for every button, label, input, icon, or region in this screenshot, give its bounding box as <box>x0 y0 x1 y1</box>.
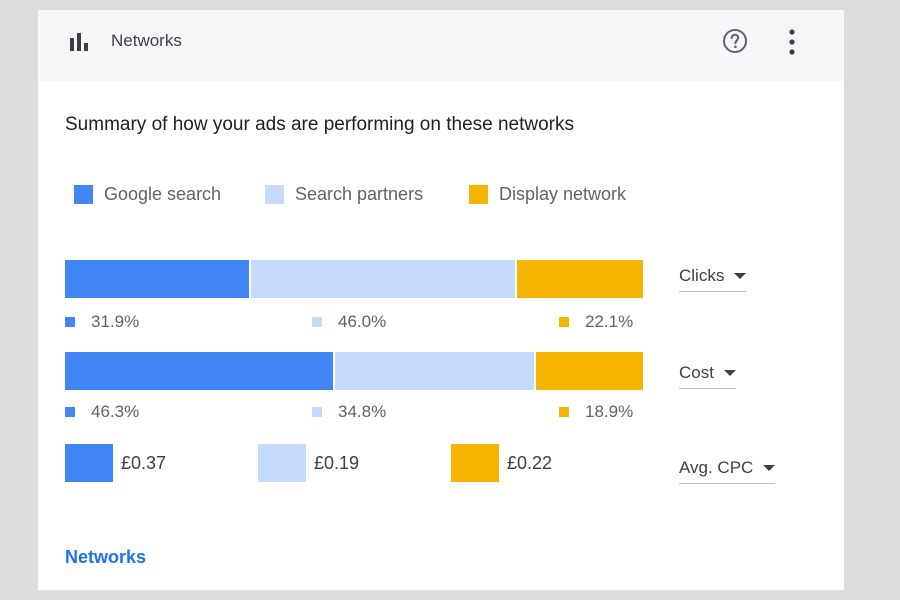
avg-cpc-search-partners: £0.19 <box>258 444 359 482</box>
clicks-metric-dropdown[interactable]: Clicks <box>679 261 747 292</box>
avg-cpc-metric-dropdown[interactable]: Avg. CPC <box>679 453 776 484</box>
legend-label: Display network <box>499 184 627 204</box>
card-title: Networks <box>111 31 182 50</box>
legend-display-network: Display network <box>469 184 626 205</box>
caret-down-icon <box>723 370 736 376</box>
clicks-display-network-percent: 22.1% <box>559 312 633 332</box>
summary-text: Summary of how your ads are performing o… <box>65 114 575 135</box>
cpc-value: £0.22 <box>507 452 553 473</box>
cpc-value: £0.19 <box>314 452 360 473</box>
bar-segment-search-partners <box>332 352 534 390</box>
clicks-google-search-percent: 31.9% <box>65 312 139 332</box>
caret-down-icon <box>763 465 776 471</box>
cost-stacked-bar <box>65 352 643 390</box>
caret-down-icon <box>734 273 747 279</box>
cost-search-partners-percent: 34.8% <box>312 402 386 422</box>
networks-card: Networks Summary of how your ads are per… <box>38 10 844 590</box>
cpc-swatch <box>451 444 499 482</box>
legend-swatch <box>469 185 488 204</box>
bar-segment-display-network <box>533 352 643 390</box>
legend-swatch <box>265 185 284 204</box>
cpc-value: £0.37 <box>121 452 167 473</box>
clicks-search-partners-percent: 46.0% <box>312 312 386 332</box>
bar-chart-icon <box>70 33 88 51</box>
cpc-swatch <box>65 444 113 482</box>
card-header: Networks <box>38 10 844 81</box>
legend-swatch <box>74 185 93 204</box>
help-icon[interactable] <box>722 28 748 54</box>
bar-segment-google-search <box>65 352 333 390</box>
clicks-stacked-bar <box>65 260 643 298</box>
cost-metric-dropdown[interactable]: Cost <box>679 358 736 389</box>
cost-google-search-percent: 46.3% <box>65 402 139 422</box>
avg-cpc-google-search: £0.37 <box>65 444 166 482</box>
cost-display-network-percent: 18.9% <box>559 402 633 422</box>
bar-segment-google-search <box>65 260 250 298</box>
networks-link[interactable]: Networks <box>65 547 147 567</box>
legend-label: Google search <box>104 184 222 204</box>
metric-dropdown-label: Cost <box>679 363 714 382</box>
more-vert-icon[interactable] <box>779 28 805 56</box>
metric-dropdown-label: Clicks <box>679 266 725 285</box>
metric-dropdown-label: Avg. CPC <box>679 458 754 477</box>
bar-segment-search-partners <box>249 260 516 298</box>
bar-segment-display-network <box>515 260 643 298</box>
legend-search-partners: Search partners <box>265 184 423 205</box>
legend-label: Search partners <box>295 184 424 204</box>
avg-cpc-display-network: £0.22 <box>451 444 552 482</box>
legend-google-search: Google search <box>74 184 221 205</box>
cpc-swatch <box>258 444 306 482</box>
